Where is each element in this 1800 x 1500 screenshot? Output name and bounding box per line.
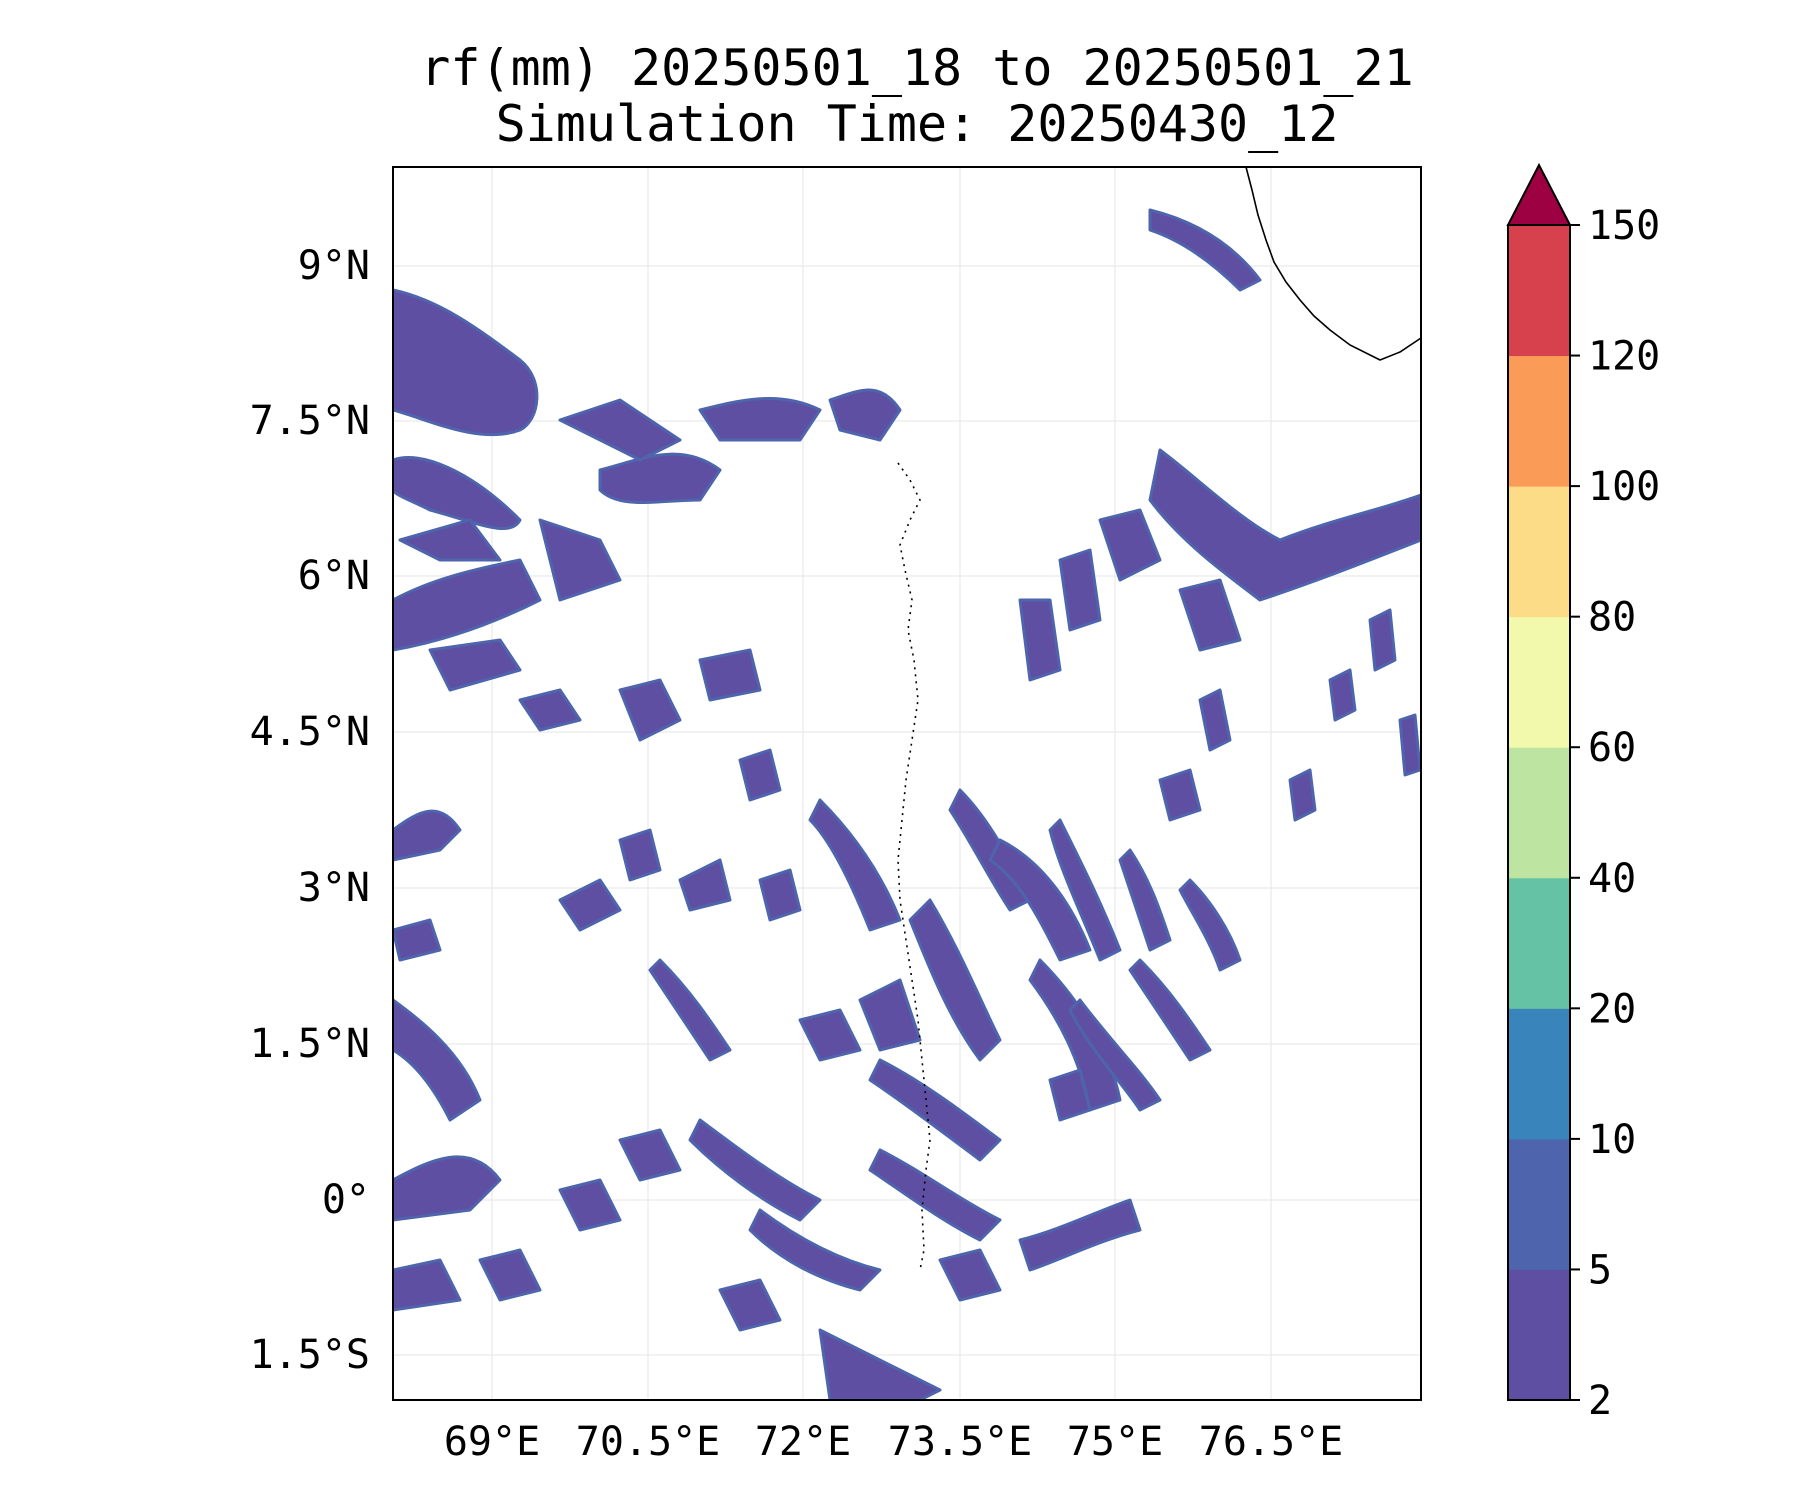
colorbar-segment xyxy=(1508,747,1570,879)
colorbar-ticks: 2 5 10 20 40 60 80 100 120 150 xyxy=(1570,203,1660,1424)
lat-tick-label: 6°N xyxy=(298,553,370,599)
lat-tick-label: 0° xyxy=(322,1177,370,1223)
colorbar-tick-label: 2 xyxy=(1588,1378,1612,1424)
lon-tick-label: 69°E xyxy=(444,1419,540,1465)
colorbar-frame xyxy=(1507,224,1571,1401)
lat-tick-label: 4.5°N xyxy=(250,709,370,755)
colorbar-segment xyxy=(1508,877,1570,1009)
colorbar: 2 5 10 20 40 60 80 100 120 150 xyxy=(1506,162,1660,1424)
colorbar-tick-label: 150 xyxy=(1588,203,1660,249)
coastline xyxy=(1245,166,1422,361)
colorbar-segment xyxy=(1508,355,1570,487)
colorbar-segment xyxy=(1508,616,1570,748)
colorbar-extend-arrow xyxy=(1506,162,1572,226)
lat-tick-label: 1.5°N xyxy=(250,1021,370,1067)
colorbar-segment xyxy=(1508,486,1570,618)
colorbar-segment xyxy=(1508,225,1570,357)
lat-tick-label: 1.5°S xyxy=(250,1332,370,1378)
island-chain xyxy=(897,462,931,1271)
colorbar-tick-label: 80 xyxy=(1588,595,1636,641)
lat-tick-label: 3°N xyxy=(298,865,370,911)
lat-tick-label: 7.5°N xyxy=(250,398,370,444)
colorbar-segment xyxy=(1508,1138,1570,1270)
lat-tick-labels: 9°N 7.5°N 6°N 4.5°N 3°N 1.5°N 0° 1.5°S xyxy=(250,243,370,1378)
colorbar-segment xyxy=(1508,1269,1570,1401)
colorbar-segment xyxy=(1508,1008,1570,1140)
map-title: rf(mm) 20250501_18 to 20250501_21 xyxy=(420,39,1414,97)
lon-tick-label: 76.5°E xyxy=(1199,1419,1344,1465)
map-subtitle: Simulation Time: 20250430_12 xyxy=(495,95,1339,153)
lon-tick-label: 70.5°E xyxy=(576,1419,721,1465)
colorbar-tick-label: 120 xyxy=(1588,334,1660,380)
lat-tick-label: 9°N xyxy=(298,243,370,289)
lon-tick-label: 72°E xyxy=(755,1419,851,1465)
colorbar-segments xyxy=(1508,225,1570,1401)
colorbar-tick-label: 100 xyxy=(1588,464,1660,510)
map-frame xyxy=(392,166,1422,1401)
lon-tick-label: 75°E xyxy=(1067,1419,1163,1465)
lon-tick-labels: 69°E 70.5°E 72°E 73.5°E 75°E 76.5°E xyxy=(444,1419,1343,1465)
colorbar-tick-label: 40 xyxy=(1588,856,1636,902)
lon-tick-label: 73.5°E xyxy=(888,1419,1033,1465)
colorbar-tick-label: 10 xyxy=(1588,1117,1636,1163)
gridlines xyxy=(393,167,1421,1400)
colorbar-tick-label: 5 xyxy=(1588,1247,1612,1293)
colorbar-tick-label: 20 xyxy=(1588,986,1636,1032)
colorbar-tick-label: 60 xyxy=(1588,725,1636,771)
rainfall-field xyxy=(393,208,1421,1400)
